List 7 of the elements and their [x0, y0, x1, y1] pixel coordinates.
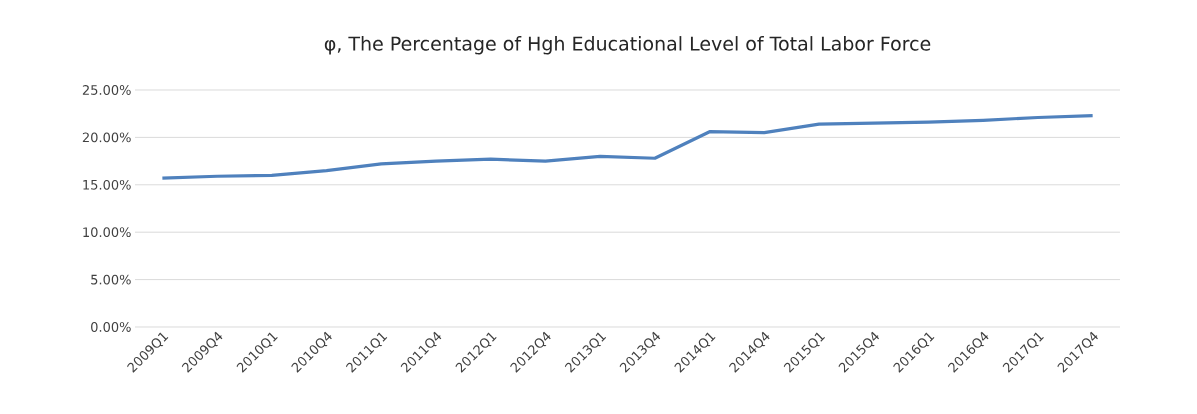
- y-tick-label: 5.00%: [91, 274, 131, 285]
- y-tick-label: 20.00%: [82, 132, 131, 143]
- chart-title: φ, The Percentage of Hgh Educational Level of Total Labor Force: [324, 36, 931, 55]
- y-tick-label: 0.00%: [91, 322, 131, 332]
- y-tick-label: 25.00%: [82, 85, 131, 95]
- y-tick-label: 10.00%: [83, 227, 131, 238]
- y-tick-label: 15.00%: [83, 179, 131, 190]
